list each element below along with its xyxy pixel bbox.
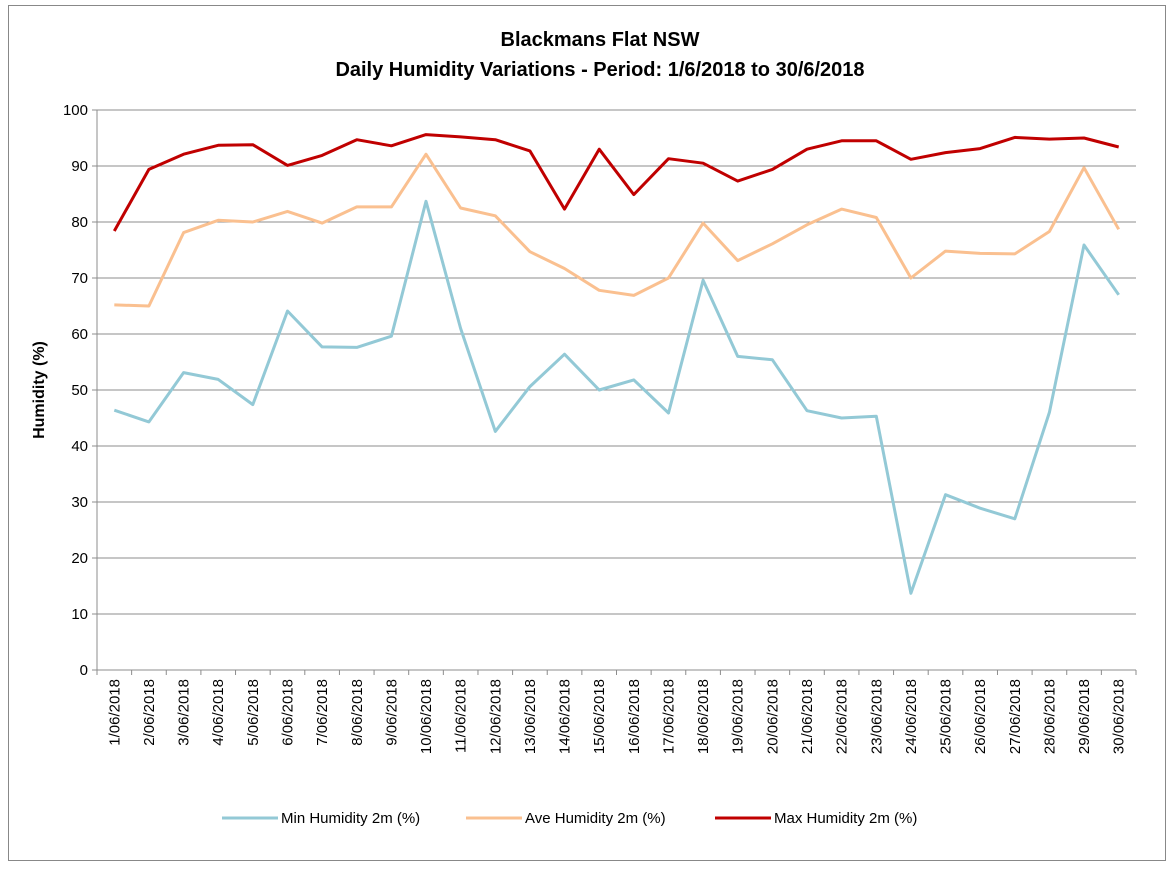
x-tick-label: 19/06/2018	[730, 679, 747, 754]
x-tick-label: 14/06/2018	[557, 679, 574, 754]
x-tick-label: 12/06/2018	[487, 679, 504, 754]
y-tick-label: 30	[71, 494, 88, 511]
y-axis-title: Humidity (%)	[31, 341, 48, 439]
x-tick-label: 4/06/2018	[210, 679, 227, 746]
x-tick-label: 29/06/2018	[1076, 679, 1093, 754]
x-tick-label: 23/06/2018	[868, 679, 885, 754]
x-tick-label: 5/06/2018	[245, 679, 262, 746]
x-tick-label: 20/06/2018	[764, 679, 781, 754]
x-tick-label: 8/06/2018	[349, 679, 366, 746]
x-tick-label: 28/06/2018	[1041, 679, 1058, 754]
y-tick-label: 20	[71, 550, 88, 567]
x-tick-label: 2/06/2018	[141, 679, 158, 746]
x-tick-label: 7/06/2018	[314, 679, 331, 746]
y-tick-label: 100	[63, 102, 88, 119]
chart-title: Blackmans Flat NSW	[501, 29, 700, 51]
x-tick-label: 30/06/2018	[1111, 679, 1128, 754]
x-tick-label: 27/06/2018	[1007, 679, 1024, 754]
x-tick-label: 9/06/2018	[383, 679, 400, 746]
x-tick-label: 10/06/2018	[418, 679, 435, 754]
x-tick-label: 16/06/2018	[626, 679, 643, 754]
x-tick-label: 26/06/2018	[972, 679, 989, 754]
line-series	[112, 133, 1120, 232]
y-tick-label: 10	[71, 606, 88, 623]
y-tick-label: 40	[71, 438, 88, 455]
y-tick-label: 50	[71, 382, 88, 399]
y-tick-label: 90	[71, 158, 88, 175]
x-tick-label: 24/06/2018	[903, 679, 920, 754]
x-tick-label: 17/06/2018	[660, 679, 677, 754]
legend-label: Min Humidity 2m (%)	[281, 810, 420, 827]
x-tick-label: 22/06/2018	[834, 679, 851, 754]
x-tick-label: 18/06/2018	[695, 679, 712, 754]
x-tick-label: 25/06/2018	[938, 679, 955, 754]
line-series	[113, 199, 1120, 595]
y-tick-label: 0	[80, 662, 88, 679]
x-tick-label: 13/06/2018	[522, 679, 539, 754]
line-series	[114, 152, 1121, 308]
x-tick-label: 6/06/2018	[279, 679, 296, 746]
y-tick-label: 70	[71, 270, 88, 287]
y-tick-label: 80	[71, 214, 88, 231]
legend-label: Max Humidity 2m (%)	[774, 810, 917, 827]
x-tick-label: 15/06/2018	[591, 679, 608, 754]
x-tick-label: 11/06/2018	[453, 679, 470, 753]
x-tick-label: 21/06/2018	[799, 679, 816, 754]
chart-subtitle: Daily Humidity Variations - Period: 1/6/…	[335, 59, 864, 81]
legend-label: Ave Humidity 2m (%)	[525, 810, 666, 827]
x-tick-label: 3/06/2018	[176, 679, 193, 746]
x-tick-label: 1/06/2018	[106, 679, 123, 746]
y-tick-label: 60	[71, 326, 88, 343]
